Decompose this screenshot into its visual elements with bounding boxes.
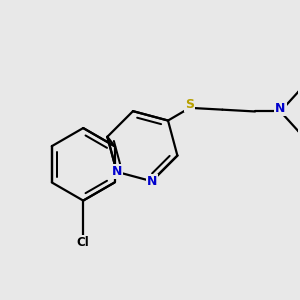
Text: Cl: Cl bbox=[77, 236, 90, 249]
Text: S: S bbox=[185, 98, 194, 110]
Text: N: N bbox=[147, 175, 157, 188]
Text: N: N bbox=[112, 165, 122, 178]
Text: N: N bbox=[275, 102, 286, 115]
